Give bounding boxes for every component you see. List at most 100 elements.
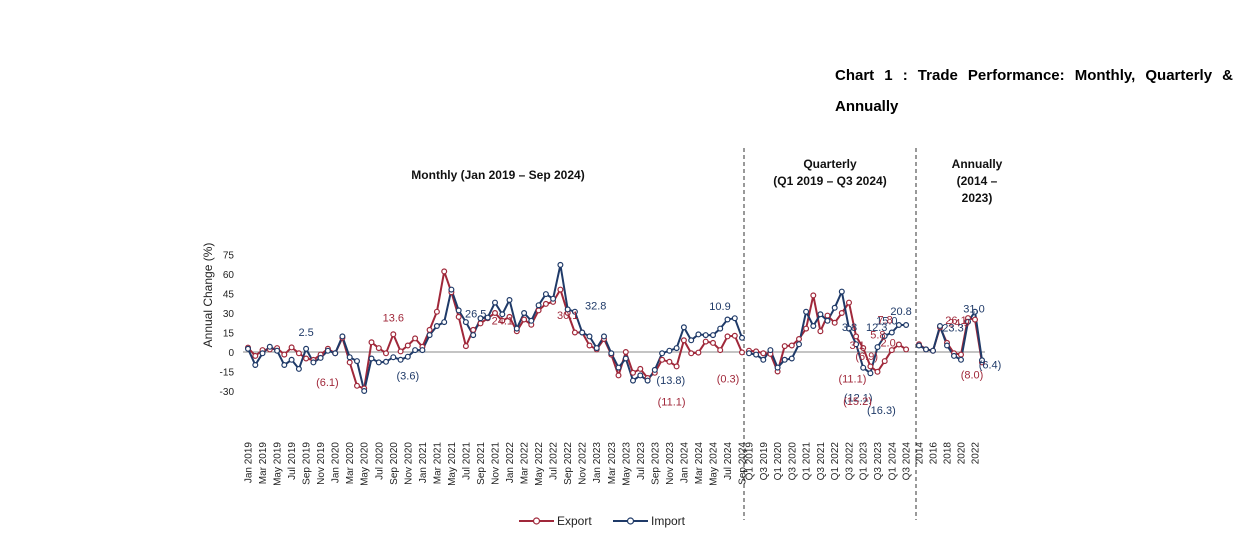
import-point <box>600 333 607 340</box>
legend: Export Import <box>519 514 686 528</box>
import-point <box>550 295 557 302</box>
export-point <box>760 350 767 357</box>
x-tick-label: Jan 2020 <box>331 442 342 484</box>
import-point <box>853 341 860 348</box>
export-point <box>383 350 390 357</box>
import-point <box>831 304 838 311</box>
export-point <box>288 344 295 351</box>
x-tick-label: Q1 2022 <box>830 442 841 481</box>
export-point <box>817 328 824 335</box>
import-point <box>295 365 302 372</box>
import-point <box>895 322 902 329</box>
import-point <box>860 364 867 371</box>
data-label: (8.0) <box>961 369 984 381</box>
x-tick-label: 2016 <box>929 442 940 465</box>
x-tick-label: Nov 2020 <box>403 442 414 485</box>
x-tick-label: Sep 2019 <box>302 442 313 485</box>
x-tick-label: May 2024 <box>709 442 720 486</box>
export-point <box>637 365 644 372</box>
export-point <box>738 349 745 356</box>
data-label: (11.1) <box>838 373 866 385</box>
import-point <box>717 325 724 332</box>
export-point <box>845 299 852 306</box>
import-point <box>753 351 760 358</box>
import-point <box>281 362 288 369</box>
import-point <box>433 323 440 330</box>
data-label: 31.0 <box>963 304 984 316</box>
import-point <box>644 377 651 384</box>
export-point <box>499 317 506 324</box>
section-title: Quarterly <box>803 157 857 171</box>
import-point <box>615 364 622 371</box>
x-tick-label: Q1 2019 <box>745 442 756 481</box>
data-label: 26.1 <box>945 315 966 327</box>
import-point <box>288 356 295 363</box>
x-tick-label: Jul 2021 <box>461 442 472 480</box>
export-point <box>346 359 353 366</box>
import-point <box>874 344 881 351</box>
export-point <box>867 363 874 370</box>
x-tick-label: Mar 2024 <box>694 442 705 485</box>
data-label: (0.3) <box>717 373 740 385</box>
export-point <box>281 351 288 358</box>
import-point <box>586 333 593 340</box>
import-point <box>477 315 484 322</box>
export-point <box>888 347 895 354</box>
y-axis: -30 -15 0 15 30 45 60 75 <box>220 251 235 399</box>
x-tick-label: Sep 2020 <box>389 442 400 485</box>
export-point <box>506 313 513 320</box>
export-point <box>810 292 817 299</box>
section-title: (Q1 2019 – Q3 2024) <box>773 174 886 188</box>
x-tick-label: Q1 2021 <box>802 442 813 481</box>
export-point <box>586 342 593 349</box>
export-point <box>903 346 910 353</box>
export-point <box>412 335 419 342</box>
import-point <box>637 372 644 379</box>
data-label: 32.8 <box>585 300 606 312</box>
x-tick-label: Sep 2022 <box>563 442 574 485</box>
export-point <box>666 358 673 365</box>
import-point <box>964 318 971 325</box>
y-tick-label: 0 <box>228 348 234 359</box>
x-tick-label: 2014 <box>915 442 926 465</box>
export-point <box>354 382 361 389</box>
import-point <box>557 261 564 268</box>
data-label: 3.1 <box>850 340 865 352</box>
import-point <box>943 342 950 349</box>
export-point <box>397 348 404 355</box>
import-point <box>867 370 874 377</box>
export-line <box>247 270 743 390</box>
data-label: 2.5 <box>298 327 313 339</box>
section-title: 2023) <box>962 191 993 205</box>
import-point <box>659 350 666 357</box>
x-tick-label: May 2019 <box>273 442 284 486</box>
data-label: (3.6) <box>396 371 419 383</box>
import-point <box>346 354 353 361</box>
import-point <box>881 333 888 340</box>
series-lines <box>245 261 985 395</box>
export-point <box>303 355 310 362</box>
data-label: 26.5 <box>465 309 486 321</box>
export-point <box>521 316 528 323</box>
export-point <box>659 356 666 363</box>
import-point <box>936 323 943 330</box>
data-label: (6.4) <box>979 359 1002 371</box>
export-point <box>824 312 831 319</box>
import-point <box>245 345 252 352</box>
import-point <box>332 350 339 357</box>
export-point <box>795 336 802 343</box>
export-point <box>717 347 724 354</box>
x-tick-label: Q3 2019 <box>759 442 770 481</box>
import-point <box>688 337 695 344</box>
export-point <box>477 320 484 327</box>
export-point <box>462 343 469 350</box>
x-tick-label: 2020 <box>957 442 968 465</box>
import-point <box>506 297 513 304</box>
export-point <box>803 325 810 332</box>
data-label: 10.9 <box>709 301 730 313</box>
import-point <box>695 331 702 338</box>
legend-marker <box>532 517 541 525</box>
export-point <box>788 342 795 349</box>
import-point <box>760 356 767 363</box>
import-point <box>950 352 957 359</box>
